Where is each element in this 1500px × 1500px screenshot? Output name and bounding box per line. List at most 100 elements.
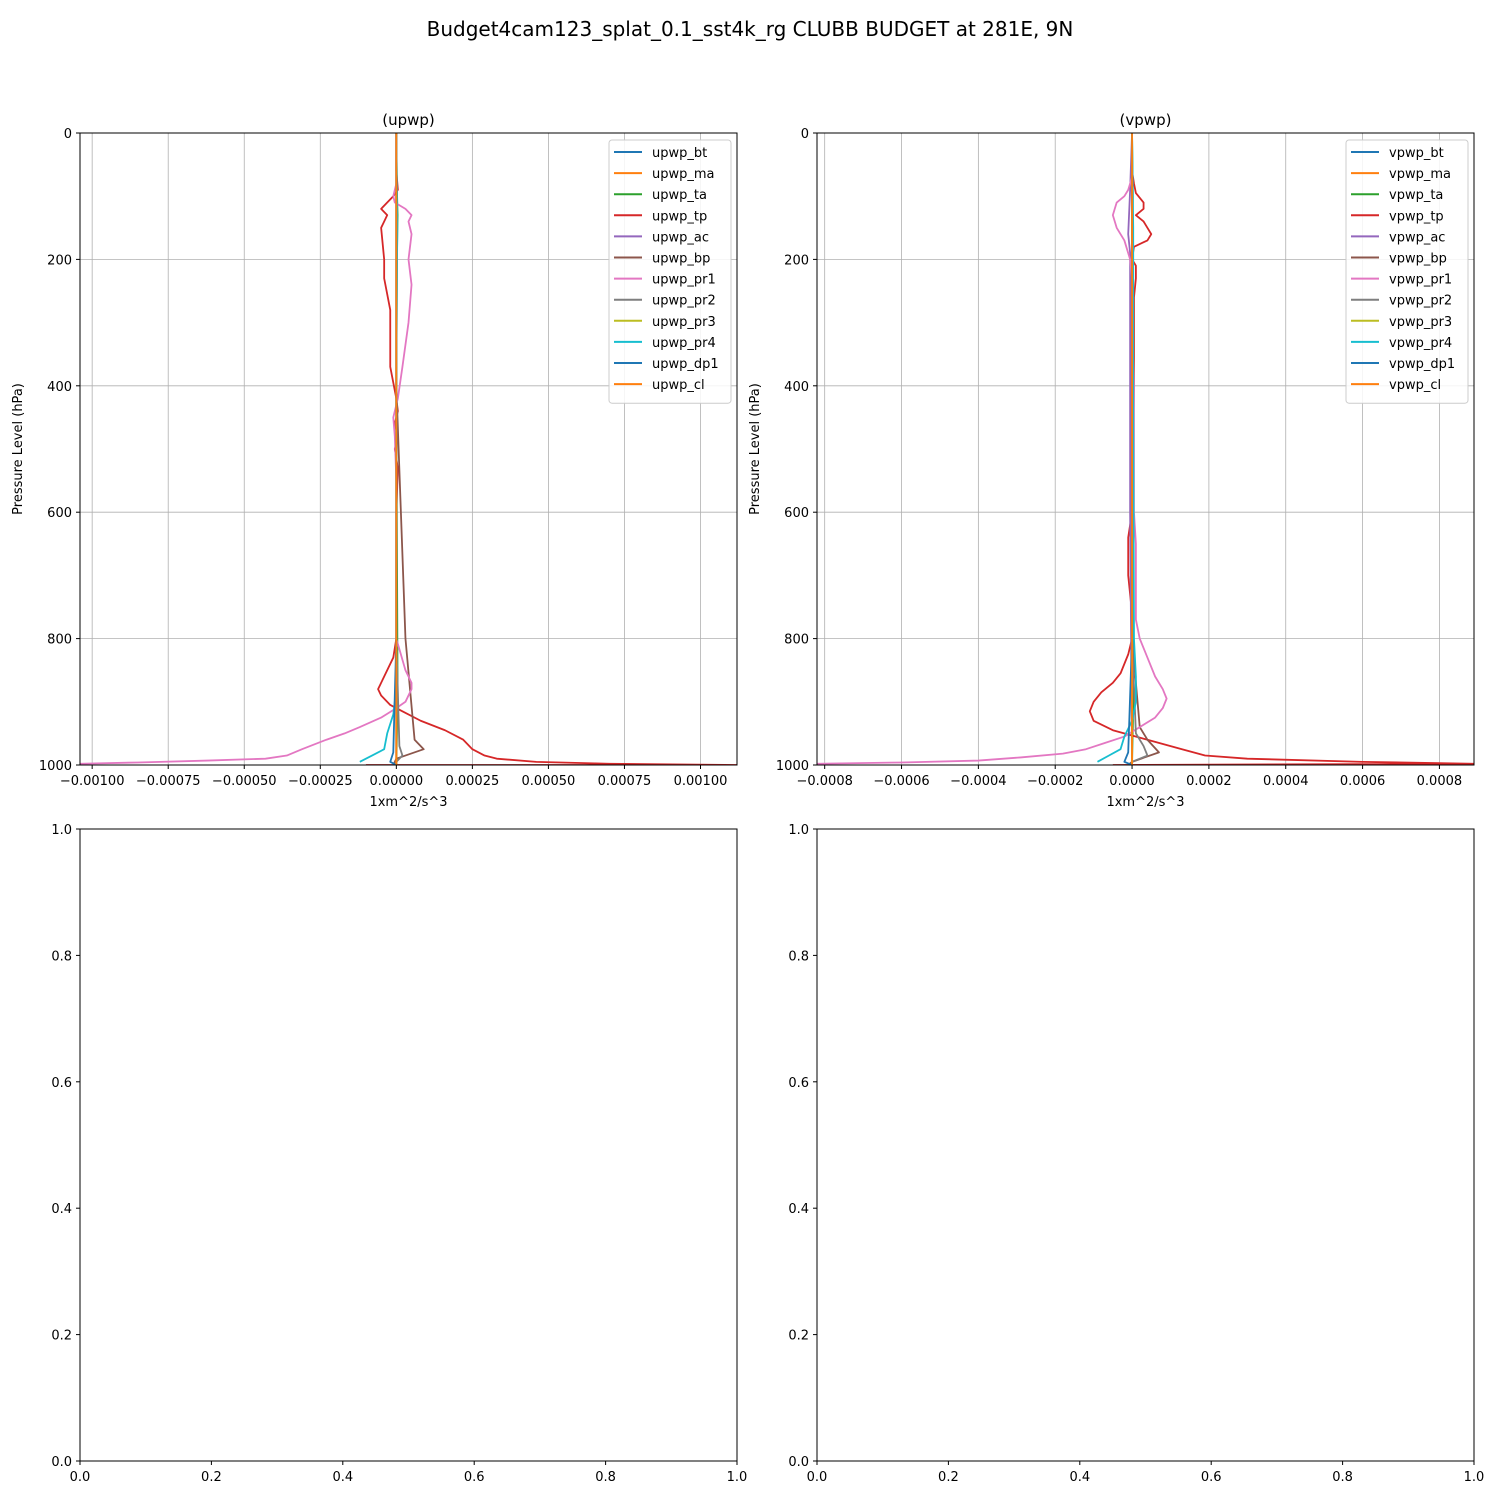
y-tick-label: 800: [47, 633, 72, 648]
y-tick-label: 0.2: [51, 1329, 72, 1344]
figure-suptitle: Budget4cam123_splat_0.1_sst4k_rg CLUBB B…: [427, 17, 1074, 41]
legend-entry: vpwp_pr4: [1389, 336, 1452, 351]
x-tick-label: 0.00075: [598, 774, 652, 789]
legend-entry: upwp_cl: [652, 378, 705, 393]
legend: vpwp_bt vpwp_ma vpwp_ta vpwp_tp vpwp_ac vpwp_…: [1345, 139, 1469, 404]
series-line-upwp_pr1: [80, 133, 413, 765]
x-tick-label: 0.2: [201, 1470, 222, 1485]
x-tick-label: −0.0006: [873, 774, 929, 789]
subplot-1: −0.00100 −0.00075 −0.00050 −0.00025 0.00000 0…: [11, 111, 738, 810]
axes-frame: [816, 828, 1475, 1462]
y-tick-label: 0.0: [51, 1455, 72, 1470]
x-tick-label: 0.0004: [1263, 774, 1309, 789]
series-line-vpwp_pr1: [817, 133, 1168, 765]
x-tick-label: −0.00100: [60, 774, 125, 789]
subplot-title: (upwp): [382, 111, 435, 129]
y-tick-label: 0.4: [788, 1202, 809, 1217]
x-tick-label: 0.00100: [674, 774, 728, 789]
y-tick-label: 0.6: [788, 1076, 809, 1091]
y-tick-label: 400: [47, 380, 72, 395]
legend-entry: vpwp_pr2: [1389, 294, 1452, 309]
y-tick-label: 1000: [39, 759, 72, 774]
series-line-upwp_pr4: [359, 133, 399, 763]
x-tick-label: 0.0002: [1186, 774, 1232, 789]
y-tick-label: 800: [784, 633, 809, 648]
y-tick-label: 1000: [776, 759, 809, 774]
y-tick-label: 200: [47, 253, 72, 268]
y-tick-label: 1.0: [51, 823, 72, 838]
legend-entry: vpwp_ta: [1389, 188, 1443, 203]
legend-frame: [1345, 139, 1469, 404]
x-tick-label: 0.00000: [369, 774, 423, 789]
subplot-title: (vpwp): [1120, 111, 1172, 129]
x-tick-label: 0.0006: [1340, 774, 1386, 789]
legend-entry: upwp_pr3: [652, 315, 716, 330]
subplot-4: 0.0 0.2 0.4 0.6 0.8 1.0 0.0 0.2 0.4 0.6 0.8 1.0: [788, 823, 1484, 1485]
x-tick-label: 0.4: [332, 1470, 353, 1485]
legend-entry: vpwp_pr3: [1389, 315, 1452, 330]
subplot-2: −0.0008 −0.0006 −0.0004 −0.0002 0.0000 0.0002…: [748, 111, 1475, 810]
x-axis-label: 1xm^2/s^3: [369, 795, 447, 810]
y-tick-label: 0: [801, 127, 809, 142]
x-tick-label: 0.6: [464, 1470, 485, 1485]
legend-entry: vpwp_cl: [1389, 378, 1441, 393]
legend: upwp_bt upwp_ma upwp_ta upwp_tp upwp_ac upwp_…: [608, 139, 732, 404]
y-tick-label: 400: [784, 380, 809, 395]
x-tick-label: −0.0008: [796, 774, 852, 789]
axes-frame: [816, 132, 1475, 766]
y-tick-label: 0.0: [788, 1455, 809, 1470]
y-tick-label: 600: [47, 506, 72, 521]
y-axis-label: Pressure Level (hPa): [748, 383, 763, 515]
x-tick-label: 0.8: [1332, 1470, 1353, 1485]
x-axis-label: 1xm^2/s^3: [1106, 795, 1184, 810]
x-tick-label: 0.8: [595, 1470, 616, 1485]
x-tick-label: −0.00075: [136, 774, 201, 789]
series-line-vpwp_pr4: [1097, 133, 1137, 763]
x-tick-label: −0.0002: [1027, 774, 1083, 789]
legend-entry: upwp_pr2: [652, 294, 716, 309]
y-tick-label: 0: [64, 127, 72, 142]
y-tick-label: 0.8: [51, 949, 72, 964]
legend-entry: upwp_pr1: [652, 273, 716, 288]
legend-entry: vpwp_pr1: [1389, 273, 1452, 288]
x-tick-label: 0.0000: [1109, 774, 1155, 789]
legend-entry: upwp_ta: [652, 188, 707, 203]
legend-entry: vpwp_dp1: [1389, 357, 1455, 372]
legend-entry: upwp_dp1: [652, 357, 719, 372]
x-tick-label: 0.2: [938, 1470, 959, 1485]
axes-frame: [79, 828, 738, 1462]
legend-frame: [608, 139, 732, 404]
x-tick-label: 1.0: [1464, 1470, 1485, 1485]
legend-entry: vpwp_tp: [1389, 209, 1444, 224]
y-tick-label: 600: [784, 506, 809, 521]
legend-entry: upwp_bp: [652, 252, 710, 267]
x-tick-label: 0.4: [1069, 1470, 1090, 1485]
x-tick-label: 0.00050: [522, 774, 576, 789]
legend-entry: upwp_bt: [652, 146, 707, 161]
x-tick-label: 0.6: [1201, 1470, 1222, 1485]
x-tick-label: −0.0004: [950, 774, 1006, 789]
y-tick-label: 1.0: [788, 823, 809, 838]
y-tick-label: 0.8: [788, 949, 809, 964]
y-tick-label: 0.4: [51, 1202, 72, 1217]
y-axis-label: Pressure Level (hPa): [11, 383, 26, 515]
x-tick-label: −0.00025: [288, 774, 353, 789]
legend-entry: upwp_pr4: [652, 336, 716, 351]
legend-entry: upwp_ac: [652, 230, 709, 245]
y-tick-label: 0.2: [788, 1329, 809, 1344]
y-tick-label: 0.6: [51, 1076, 72, 1091]
subplots: −0.00100 −0.00075 −0.00050 −0.00025 0.00000 0…: [11, 111, 1484, 1485]
x-tick-label: 0.0008: [1417, 774, 1463, 789]
y-tick-label: 200: [784, 253, 809, 268]
legend-entry: vpwp_ma: [1389, 167, 1451, 182]
legend-entry: upwp_ma: [652, 167, 715, 182]
legend-entry: vpwp_bt: [1389, 146, 1444, 161]
subplot-3: 0.0 0.2 0.4 0.6 0.8 1.0 0.0 0.2 0.4 0.6 0.8 1.0: [51, 823, 747, 1485]
axes-frame: [79, 132, 738, 766]
x-tick-label: 0.0: [70, 1470, 91, 1485]
x-tick-label: −0.00050: [212, 774, 277, 789]
legend-entry: vpwp_ac: [1389, 230, 1445, 245]
x-tick-label: 0.0: [807, 1470, 828, 1485]
series-line-vpwp_ac: [1127, 133, 1133, 765]
